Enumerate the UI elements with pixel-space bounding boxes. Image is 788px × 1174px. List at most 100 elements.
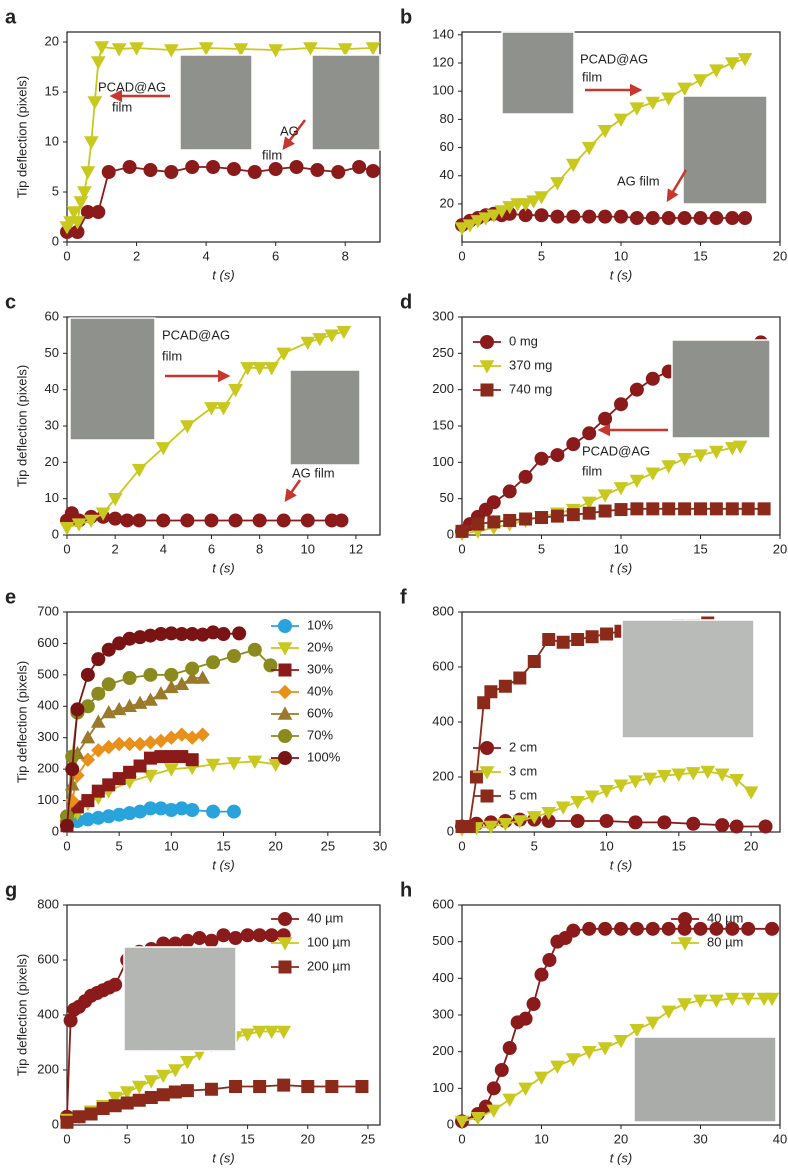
data-point	[629, 382, 644, 397]
data-point	[300, 336, 316, 350]
data-point	[232, 626, 247, 641]
data-point	[240, 928, 255, 943]
x-tick-label: 15	[693, 541, 707, 556]
data-point	[122, 736, 137, 752]
y-tick-label: 200	[432, 1043, 454, 1058]
data-point	[132, 736, 148, 752]
data-point	[247, 642, 262, 657]
data-point	[268, 44, 284, 58]
data-point	[143, 163, 158, 177]
data-point	[324, 329, 340, 343]
data-point	[599, 785, 614, 799]
y-tick-label: 20	[45, 33, 59, 48]
data-point	[276, 347, 292, 361]
y-tick-label: 20	[440, 195, 454, 210]
data-point	[204, 513, 219, 528]
data-point	[628, 815, 643, 830]
x-tick-label: 6	[272, 248, 279, 263]
data-point	[143, 667, 158, 682]
data-point	[228, 513, 243, 528]
x-tick-label: 2	[133, 248, 140, 263]
data-point	[709, 921, 724, 936]
y-tick-label: 10	[45, 490, 59, 505]
data-point	[534, 191, 549, 205]
data-point	[483, 820, 499, 835]
data-point	[613, 113, 629, 127]
x-tick-label: 10	[599, 838, 613, 853]
y-tick-label: 700	[37, 603, 59, 618]
data-point	[570, 814, 585, 828]
data-point	[661, 1005, 677, 1019]
data-point	[725, 921, 740, 936]
data-point	[693, 74, 708, 88]
data-point	[164, 730, 179, 745]
data-point	[108, 977, 123, 992]
y-tick-label: 800	[37, 896, 59, 911]
data-point	[555, 801, 571, 815]
x-tick-label: 15	[693, 248, 707, 263]
data-point	[192, 931, 207, 945]
data-point	[365, 42, 381, 56]
y-tick-label: 40	[440, 167, 454, 182]
data-point	[80, 166, 96, 180]
chart-panel: a 0 5 10 15 20 0 2 4 6 8 t (s) Tip deflection (pixel…	[5, 6, 381, 282]
data-point	[366, 164, 381, 178]
x-tick-label: 8	[256, 541, 263, 556]
photo	[179, 54, 253, 151]
data-point	[352, 160, 367, 174]
data-point	[73, 196, 89, 210]
data-point	[494, 205, 510, 219]
y-axis-label: Tip deflection (pixels)	[14, 661, 29, 783]
data-point	[542, 633, 556, 646]
data-point	[164, 667, 179, 682]
legend-marker	[277, 684, 293, 700]
data-point	[195, 670, 210, 684]
data-point	[534, 208, 549, 223]
data-point	[70, 216, 85, 230]
data-point	[252, 1025, 267, 1040]
data-point	[107, 1091, 123, 1106]
y-tick-label: 600	[432, 658, 454, 673]
data-point	[677, 82, 692, 96]
y-tick-label: 0	[52, 1116, 59, 1131]
legend-label: 5 cm	[509, 787, 537, 802]
data-point	[693, 921, 708, 936]
y-axis-label: Tip deflection (pixels)	[14, 954, 29, 1076]
data-point	[119, 1086, 135, 1100]
data-point	[233, 43, 249, 57]
data-point	[216, 402, 231, 416]
y-tick-label: 30	[45, 417, 59, 432]
annotation: AG	[280, 123, 299, 138]
data-point	[185, 753, 199, 767]
data-point	[535, 511, 548, 525]
data-point	[184, 670, 200, 684]
data-point	[677, 998, 692, 1012]
x-axis-label: t (s)	[212, 1150, 234, 1165]
y-tick-label: 100	[432, 83, 454, 98]
annotation: PCAD@AG	[162, 327, 230, 342]
x-tick-label: 0	[458, 541, 465, 556]
data-point	[185, 160, 200, 174]
x-tick-label: 12	[349, 541, 363, 556]
y-tick-label: 400	[432, 970, 454, 985]
y-tick-label: 0	[447, 1116, 454, 1131]
data-point	[204, 1082, 218, 1096]
data-point	[630, 502, 644, 516]
legend-marker	[480, 335, 494, 349]
legend-label: 3 cm	[509, 763, 537, 778]
data-point	[765, 921, 780, 936]
x-tick-label: 5	[124, 1131, 131, 1146]
data-point	[484, 685, 498, 699]
data-point	[645, 371, 660, 386]
data-point	[206, 160, 221, 174]
data-point	[263, 658, 278, 673]
data-point	[131, 463, 147, 478]
data-point	[709, 445, 724, 459]
data-point	[628, 775, 643, 789]
data-point	[642, 772, 658, 786]
data-point	[645, 1016, 661, 1030]
data-point	[66, 206, 82, 220]
y-tick-label: 15	[45, 83, 59, 98]
data-point	[732, 440, 748, 454]
data-point	[91, 686, 106, 701]
